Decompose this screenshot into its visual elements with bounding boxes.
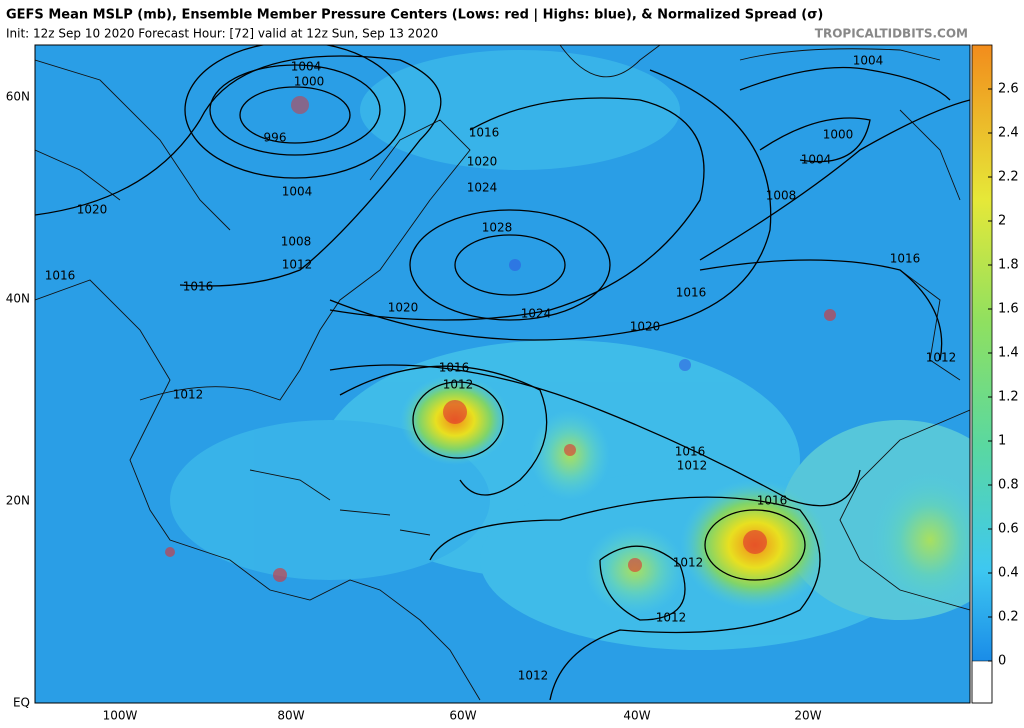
isobar-label: 1016 bbox=[757, 494, 788, 508]
isobar-label: 1020 bbox=[388, 301, 419, 315]
isobars bbox=[35, 45, 970, 701]
colorbar-tick-label: 2.6 bbox=[998, 82, 1019, 97]
isobar-label: 1012 bbox=[677, 459, 708, 473]
colorbar-ramp bbox=[972, 45, 992, 661]
colorbar: 0 0.2 0.4 0.6 0.8 1 1.2 1.4 1.6 1.8 2 2.2 2.4 2.6 bbox=[971, 44, 1019, 704]
colorbar-tick-label: 1.8 bbox=[998, 258, 1019, 273]
spread-maximum bbox=[870, 470, 970, 610]
isobar-label: 1012 bbox=[673, 556, 704, 570]
isobar-label: 1016 bbox=[439, 361, 470, 375]
lon-label: 60W bbox=[449, 709, 476, 723]
lon-label: 20W bbox=[794, 709, 821, 723]
isobar-label: 1024 bbox=[521, 307, 552, 321]
isobar-label: 1004 bbox=[853, 54, 884, 68]
isobar-label: 1016 bbox=[469, 126, 500, 140]
coastlines bbox=[35, 45, 970, 701]
map: 1004 1000 996 1004 1008 1012 1016 1020 1… bbox=[35, 45, 970, 703]
isobar-label: 1016 bbox=[890, 252, 921, 266]
isobar-label: 1012 bbox=[173, 388, 204, 402]
colorbar-tick-label: 0.8 bbox=[998, 478, 1019, 493]
isobar-label: 1008 bbox=[281, 235, 312, 249]
axis-labels: 60N 40N 20N EQ 100W 80W 60W 40W 20W bbox=[6, 90, 822, 723]
colorbar-tick-label: 0.6 bbox=[998, 522, 1019, 537]
colorbar-tick-label: 1.6 bbox=[998, 302, 1019, 317]
colorbar-tick-label: 0.4 bbox=[998, 566, 1019, 581]
colorbar-tick-label: 1 bbox=[998, 434, 1006, 449]
isobar-label: 1028 bbox=[482, 221, 513, 235]
colorbar-tick-label: 0 bbox=[998, 654, 1006, 669]
map-frame bbox=[34, 44, 971, 704]
isobar-label: 1008 bbox=[766, 189, 797, 203]
isobar-label: 1016 bbox=[183, 280, 214, 294]
isobar-label: 1012 bbox=[926, 351, 957, 365]
colorbar-tick-label: 2.2 bbox=[998, 170, 1019, 185]
colorbar-frame bbox=[971, 44, 993, 704]
isobar-label: 1016 bbox=[675, 445, 706, 459]
isobar-label: 1020 bbox=[77, 203, 108, 217]
isobar-label: 1024 bbox=[467, 181, 498, 195]
isobar-label: 1012 bbox=[518, 669, 549, 683]
isobar-label: 1000 bbox=[823, 128, 854, 142]
lat-label: 40N bbox=[6, 292, 30, 306]
isobar-label: 1016 bbox=[45, 269, 76, 283]
colorbar-tick-label: 2.4 bbox=[998, 126, 1019, 141]
isobar-label: 1004 bbox=[801, 153, 832, 167]
colorbar-tick-label: 2 bbox=[998, 214, 1006, 229]
isobar-label: 996 bbox=[264, 131, 287, 145]
site-name: TROPICALTIDBITS.COM bbox=[815, 27, 968, 41]
lat-label: EQ bbox=[13, 696, 30, 710]
isobar-label: 1016 bbox=[676, 286, 707, 300]
isobar-label: 1020 bbox=[630, 320, 661, 334]
colorbar-tick-label: 1.2 bbox=[998, 390, 1019, 405]
isobar-label: 1012 bbox=[443, 378, 474, 392]
title: GEFS Mean MSLP (mb), Ensemble Member Pre… bbox=[6, 8, 823, 23]
colorbar-tick-label: 1.4 bbox=[998, 346, 1019, 361]
isobar-label: 1004 bbox=[282, 185, 313, 199]
isobar-label: 1004 bbox=[291, 60, 322, 74]
lon-label: 80W bbox=[277, 709, 304, 723]
subtitle: Init: 12z Sep 10 2020 Forecast Hour: [72… bbox=[6, 27, 438, 41]
isobar-label: 1020 bbox=[467, 155, 498, 169]
lat-label: 20N bbox=[6, 494, 30, 508]
isobar-label: 1012 bbox=[282, 258, 313, 272]
member-centers bbox=[165, 96, 836, 582]
isobar-labels: 1004 1000 996 1004 1008 1012 1016 1020 1… bbox=[45, 54, 957, 683]
isobar-label: 1012 bbox=[656, 611, 687, 625]
lon-label: 100W bbox=[103, 709, 138, 723]
lon-label: 40W bbox=[623, 709, 650, 723]
colorbar-tick-label: 0.2 bbox=[998, 610, 1019, 625]
isobar-label: 1000 bbox=[294, 75, 325, 89]
colorbar-floor bbox=[971, 660, 993, 704]
lat-label: 60N bbox=[6, 90, 30, 104]
